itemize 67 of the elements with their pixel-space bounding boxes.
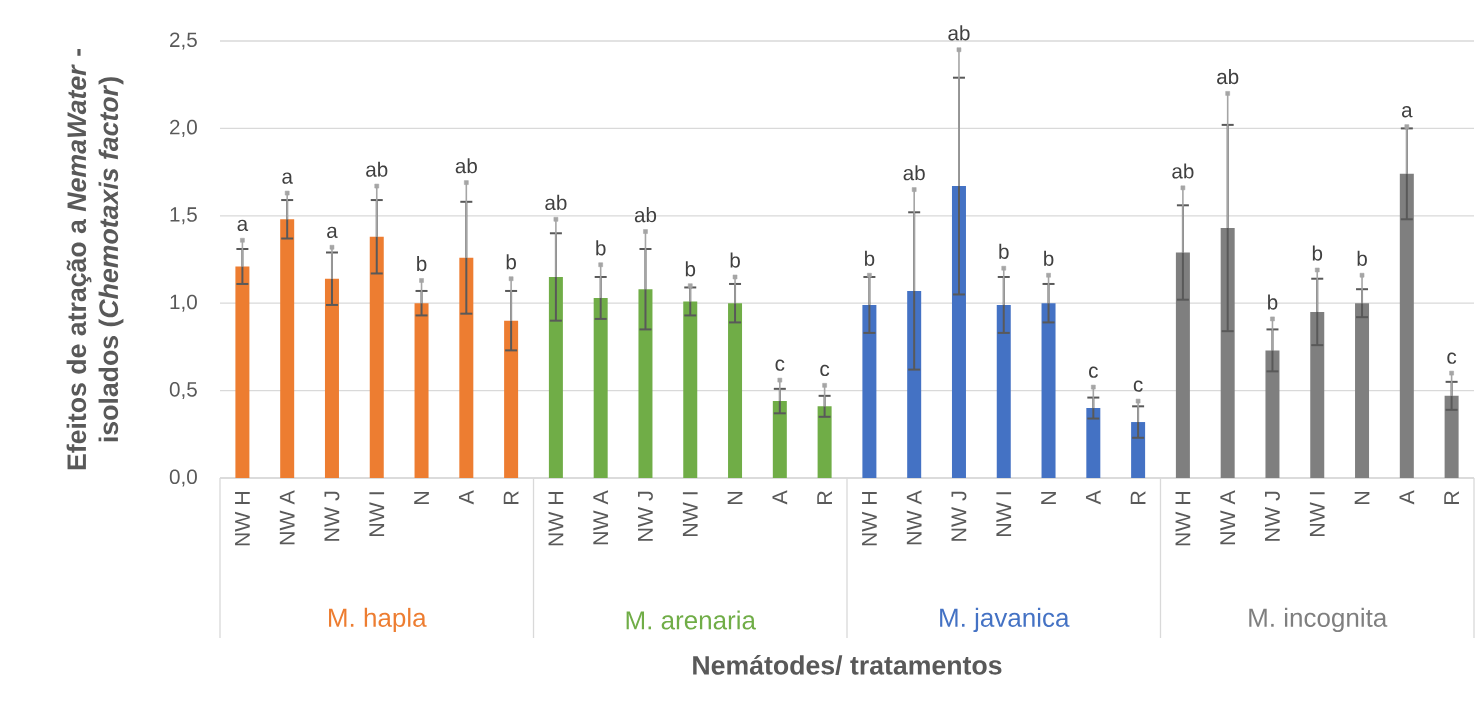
- data-label: b: [1357, 250, 1367, 266]
- y-tick-label: 1,5: [170, 207, 197, 225]
- x-tick-label: NW H: [862, 492, 877, 546]
- data-label: b: [730, 252, 740, 268]
- x-tick-label: NW A: [279, 490, 295, 545]
- x-tick-label: R: [1130, 491, 1146, 504]
- data-label: b: [596, 240, 606, 256]
- data-label: c: [1447, 352, 1457, 364]
- data-label: b: [417, 256, 427, 272]
- x-axis-title: Nemátodes/ tratamentos: [693, 654, 1002, 676]
- data-label: a: [237, 219, 249, 231]
- x-tick-label: NW J: [638, 491, 653, 541]
- y-tick-label: 0,0: [169, 469, 197, 487]
- data-label: ab: [948, 25, 970, 41]
- x-tick-label: R: [1444, 491, 1459, 504]
- data-label: ab: [634, 207, 657, 223]
- data-label: b: [1312, 245, 1323, 261]
- x-tick-label: NW I: [369, 492, 385, 536]
- x-tick-label: NW H: [235, 492, 250, 546]
- x-tick-label: NW J: [1265, 491, 1280, 541]
- data-label: ab: [1217, 68, 1239, 85]
- x-tick-label: NW J: [951, 491, 967, 541]
- x-tick-label: A: [458, 490, 474, 505]
- x-tick-label: A: [772, 490, 788, 505]
- data-label: ab: [366, 161, 388, 177]
- x-tick-label: N: [727, 492, 743, 504]
- x-tick-label: NW I: [682, 492, 698, 536]
- x-tick-label: NW H: [1175, 492, 1191, 546]
- data-label: c: [1089, 366, 1098, 378]
- data-label: c: [1133, 380, 1143, 392]
- y-tick-label: 0,5: [169, 382, 197, 400]
- text: M. incognita: [1249, 607, 1388, 633]
- text: M. javanica: [940, 607, 1070, 633]
- text: M. hapla: [329, 607, 427, 633]
- data-label: b: [864, 250, 875, 266]
- data-label: ab: [545, 194, 567, 211]
- data-label: ab: [1172, 163, 1194, 179]
- data-label: b: [1044, 250, 1054, 266]
- x-tick-label: NW A: [906, 490, 922, 545]
- data-label: c: [775, 359, 785, 371]
- y-tick-label: 2,5: [170, 32, 197, 50]
- x-tick-label: R: [503, 491, 519, 504]
- x-tick-label: N: [414, 492, 429, 504]
- data-label: a: [327, 226, 338, 238]
- x-tick-label: A: [1399, 490, 1415, 505]
- data-label: b: [685, 261, 696, 277]
- x-tick-label: N: [1354, 492, 1370, 504]
- data-label: c: [820, 364, 830, 377]
- x-tick-label: NW H: [548, 492, 564, 546]
- data-label: b: [506, 254, 516, 270]
- x-tick-label: NW A: [1220, 490, 1236, 545]
- y-tick-label: 2,0: [170, 119, 197, 137]
- data-label: ab: [903, 165, 925, 181]
- data-label: b: [1268, 294, 1278, 310]
- x-tick-label: NW A: [593, 490, 609, 545]
- data-label: ab: [455, 158, 477, 174]
- x-tick-label: A: [1085, 490, 1101, 505]
- x-tick-label: NW I: [1309, 492, 1325, 536]
- x-tick-label: R: [817, 491, 832, 504]
- y-tick-label: 1,0: [170, 294, 197, 312]
- x-tick-label: NW J: [324, 491, 340, 541]
- text: M. arenaria: [626, 610, 756, 630]
- x-tick-label: N: [1041, 492, 1056, 504]
- x-tick-label: NW I: [996, 492, 1012, 536]
- data-label: b: [999, 243, 1009, 259]
- data-label: a: [282, 172, 293, 184]
- data-label: a: [1401, 106, 1413, 118]
